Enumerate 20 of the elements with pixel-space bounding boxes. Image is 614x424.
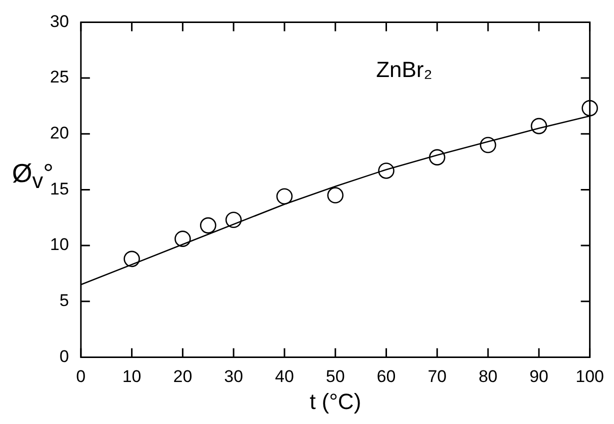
y-tick-label: 5 [59,291,69,310]
y-tick-label: 30 [50,12,69,31]
x-tick-label: 20 [173,367,192,386]
y-tick-label: 15 [50,179,69,198]
x-tick-label: 30 [224,367,244,386]
x-tick-label: 100 [576,367,604,386]
x-tick-label: 10 [122,367,142,386]
annotation: ZnBr₂ [376,57,432,82]
x-tick-label: 70 [428,367,447,386]
x-axis-title: t (°C) [310,388,362,414]
y-tick-label: 20 [50,124,69,143]
x-tick-label: 50 [326,367,345,386]
y-tick-label: 25 [50,68,69,87]
y-tick-label: 10 [50,235,69,254]
x-tick-label: 40 [275,367,294,386]
x-tick-label: 60 [376,367,396,386]
y-tick-label: 0 [59,346,69,366]
x-tick-label: 0 [76,367,86,386]
x-tick-label: 80 [478,367,498,386]
x-tick-label: 90 [529,367,548,386]
